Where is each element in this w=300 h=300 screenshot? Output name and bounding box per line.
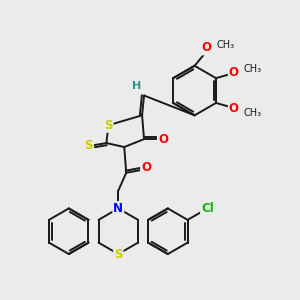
- Text: N: N: [113, 202, 123, 215]
- Text: O: O: [229, 66, 239, 79]
- Text: O: O: [202, 41, 212, 55]
- Text: S: S: [104, 119, 112, 132]
- Text: Cl: Cl: [201, 202, 214, 215]
- Text: S: S: [114, 248, 122, 260]
- Text: O: O: [141, 161, 151, 174]
- Text: H: H: [131, 81, 141, 91]
- Text: CH₃: CH₃: [244, 64, 262, 74]
- Text: CH₃: CH₃: [244, 108, 262, 118]
- Text: O: O: [158, 133, 168, 146]
- Text: O: O: [229, 102, 239, 116]
- Text: CH₃: CH₃: [216, 40, 235, 50]
- Text: S: S: [84, 139, 93, 152]
